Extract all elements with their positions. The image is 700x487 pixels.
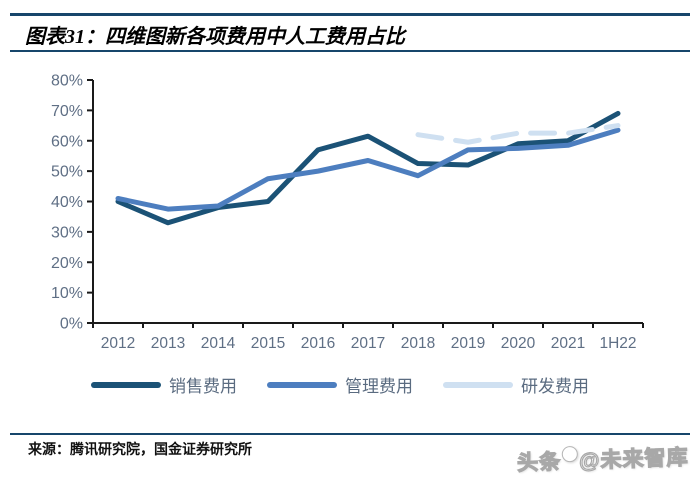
x-axis-label: 2020 [501,335,536,352]
series-line-2 [415,123,621,145]
x-axis-label: 1H22 [599,335,636,352]
legend-label: 销售费用 [169,377,237,396]
y-axis-label: 60% [51,133,83,150]
axis-lines [92,80,643,324]
legend-item-2: 研发费用 [443,372,589,397]
legend-label: 管理费用 [345,377,413,396]
figure-title: 图表31：四维图新各项费用中人工费用占比 [25,26,405,48]
y-axis-label: 20% [51,255,83,272]
expense-ratio-line-chart: 0% 10% 20% 30% 40% 50% 60% 70% 80% 2012 2013 2014 20… [0,60,700,360]
y-axis-label: 30% [51,224,83,241]
x-axis-label: 2019 [451,335,485,352]
paw-logo-icon [561,445,578,463]
x-axis-label: 2016 [301,335,335,352]
y-axis-label: 0% [60,316,83,333]
y-axis-label: 40% [51,194,83,211]
top-rule [10,13,690,16]
legend-item-0: 销售费用 [91,372,237,397]
legend-swatch-icon [91,381,161,388]
x-axis-label: 2012 [101,335,135,352]
y-axis-label: 10% [51,285,83,302]
x-axis-label: 2014 [201,335,236,352]
chart-legend: 销售费用 管理费用 研发费用 [0,372,680,397]
watermark-prefix: 头条 [516,450,562,476]
series-line-1 [115,127,621,212]
series-line-0 [115,110,621,226]
footer-rule [10,433,690,435]
y-axis-label: 80% [51,73,83,90]
x-axis-label: 2013 [151,335,185,352]
legend-label: 研发费用 [521,377,589,396]
x-axis-label: 2018 [401,335,435,352]
y-axis-label: 50% [51,164,83,181]
y-axis-label: 70% [51,103,83,120]
x-axis-label: 2015 [251,335,285,352]
x-axis-label: 2021 [551,335,585,352]
watermark: 头条 @未来智库 [516,441,689,477]
chart-canvas: 0% 10% 20% 30% 40% 50% 60% 70% 80% 2012 2013 2014 20… [51,73,644,352]
legend-item-1: 管理费用 [267,372,413,397]
legend-swatch-icon [267,381,337,388]
watermark-suffix: @未来智库 [578,445,689,473]
source-note: 来源：腾讯研究院，国金证券研究所 [28,443,252,458]
title-underline-rule [10,50,690,52]
legend-swatch-icon [443,381,513,388]
x-axis-label: 2017 [351,335,385,352]
